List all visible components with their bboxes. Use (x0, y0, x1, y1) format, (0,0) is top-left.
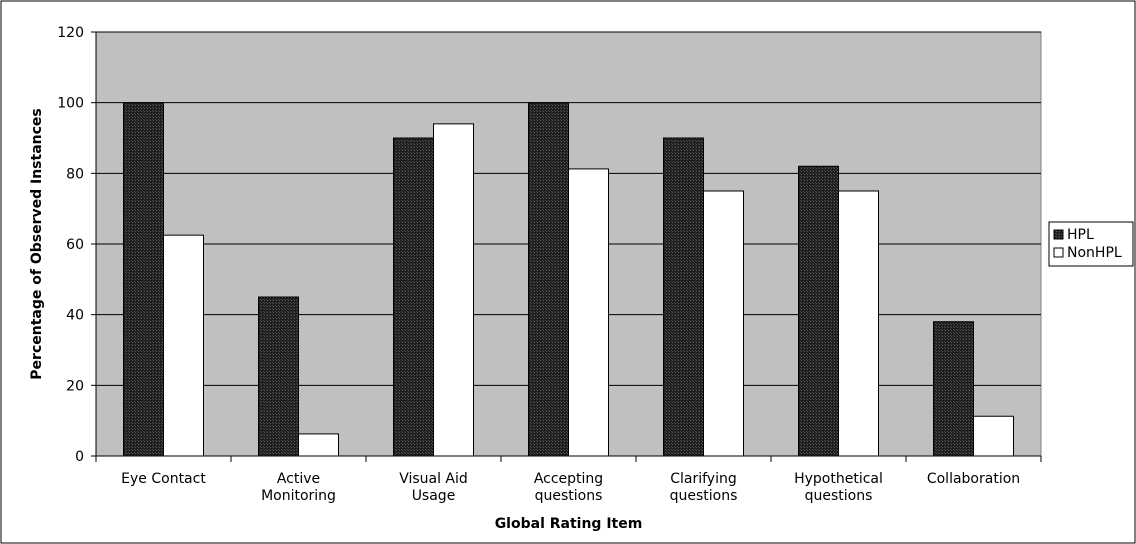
x-tick-labels: Eye Contact Active Monitoring Visual Aid Usa… (121, 471, 1020, 504)
y-tick-label: 40 (66, 308, 84, 324)
y-tick-label: 0 (75, 449, 84, 465)
y-tick-label: 60 (66, 237, 84, 253)
bar-nonhpl (838, 190, 879, 457)
legend-label: NonHPL (1067, 245, 1122, 261)
bar-hpl (663, 137, 704, 457)
bar-nonhpl (568, 168, 609, 457)
bar-hpl (258, 296, 299, 457)
x-tick-label: Accepting questions (534, 471, 603, 504)
y-axis-title: Percentage of Observed Instances (29, 108, 45, 379)
legend-swatch-hpl (1053, 229, 1064, 240)
x-tick-label: Visual Aid Usage (399, 471, 468, 504)
x-axis-title: Global Rating Item (495, 516, 643, 532)
y-tick-labels: 0 20 40 60 80 100 120 (57, 25, 84, 465)
y-tick-label: 20 (66, 378, 84, 394)
bar-hpl (528, 102, 569, 457)
axes (91, 31, 1042, 462)
legend-box (1048, 221, 1134, 267)
y-tick-label: 120 (57, 25, 84, 41)
bar-hpl (933, 321, 974, 457)
legend-swatch-nonhpl (1053, 247, 1064, 258)
x-tick-label: Collaboration (927, 471, 1020, 487)
bar-hpl (123, 102, 164, 457)
x-tick-label: Hypothetical questions (794, 471, 883, 504)
bar-nonhpl (163, 234, 204, 457)
x-tick-label: Eye Contact (121, 471, 206, 487)
legend-label: HPL (1067, 227, 1094, 243)
x-tick-label: Clarifying questions (670, 471, 738, 504)
bar-hpl (393, 137, 434, 457)
bar-nonhpl (433, 123, 474, 457)
x-tick-label: Active Monitoring (261, 471, 336, 504)
bars (123, 102, 1014, 457)
legend: HPL NonHPL (1048, 221, 1134, 267)
bar-nonhpl (703, 190, 744, 457)
y-tick-label: 100 (57, 96, 84, 112)
y-tick-label: 80 (66, 166, 84, 182)
bar-hpl (798, 165, 839, 457)
bar-nonhpl (973, 415, 1014, 457)
bar-nonhpl (298, 433, 339, 457)
